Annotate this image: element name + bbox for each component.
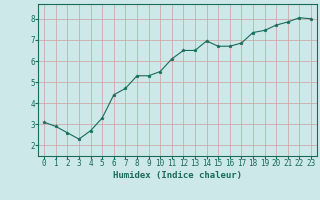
X-axis label: Humidex (Indice chaleur): Humidex (Indice chaleur) xyxy=(113,171,242,180)
